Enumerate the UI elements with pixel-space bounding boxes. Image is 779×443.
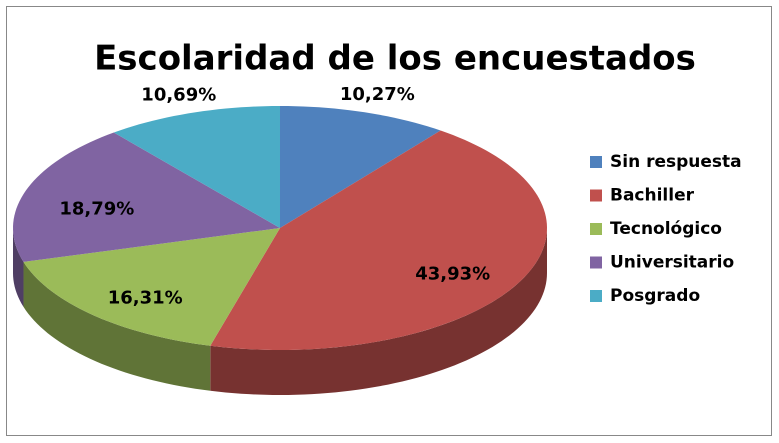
legend-label: Tecnológico (610, 219, 722, 239)
slice (210, 130, 547, 350)
legend-swatch (590, 223, 602, 235)
slice (113, 106, 280, 228)
data-label: 16,31% (108, 288, 183, 309)
slice (23, 228, 281, 346)
legend-swatch (590, 189, 602, 202)
slice (13, 132, 281, 262)
chart-title: Escolaridad de los encuestados (94, 39, 696, 79)
data-label: 10,69% (141, 85, 216, 106)
slice (280, 106, 441, 228)
slice-side (13, 228, 24, 307)
legend-label: Universitario (610, 253, 734, 273)
legend-swatch (590, 290, 602, 302)
slice-side (210, 228, 547, 395)
data-label: 10,27% (340, 84, 415, 105)
legend-label: Bachiller (610, 186, 695, 206)
data-label: 18,79% (59, 198, 134, 219)
legend-swatch (590, 256, 602, 269)
slice-side (23, 261, 211, 391)
legend-swatch (590, 156, 602, 168)
legend-label: Posgrado (610, 286, 700, 306)
legend-label: Sin respuesta (610, 152, 742, 172)
data-label: 43,93% (415, 264, 490, 285)
